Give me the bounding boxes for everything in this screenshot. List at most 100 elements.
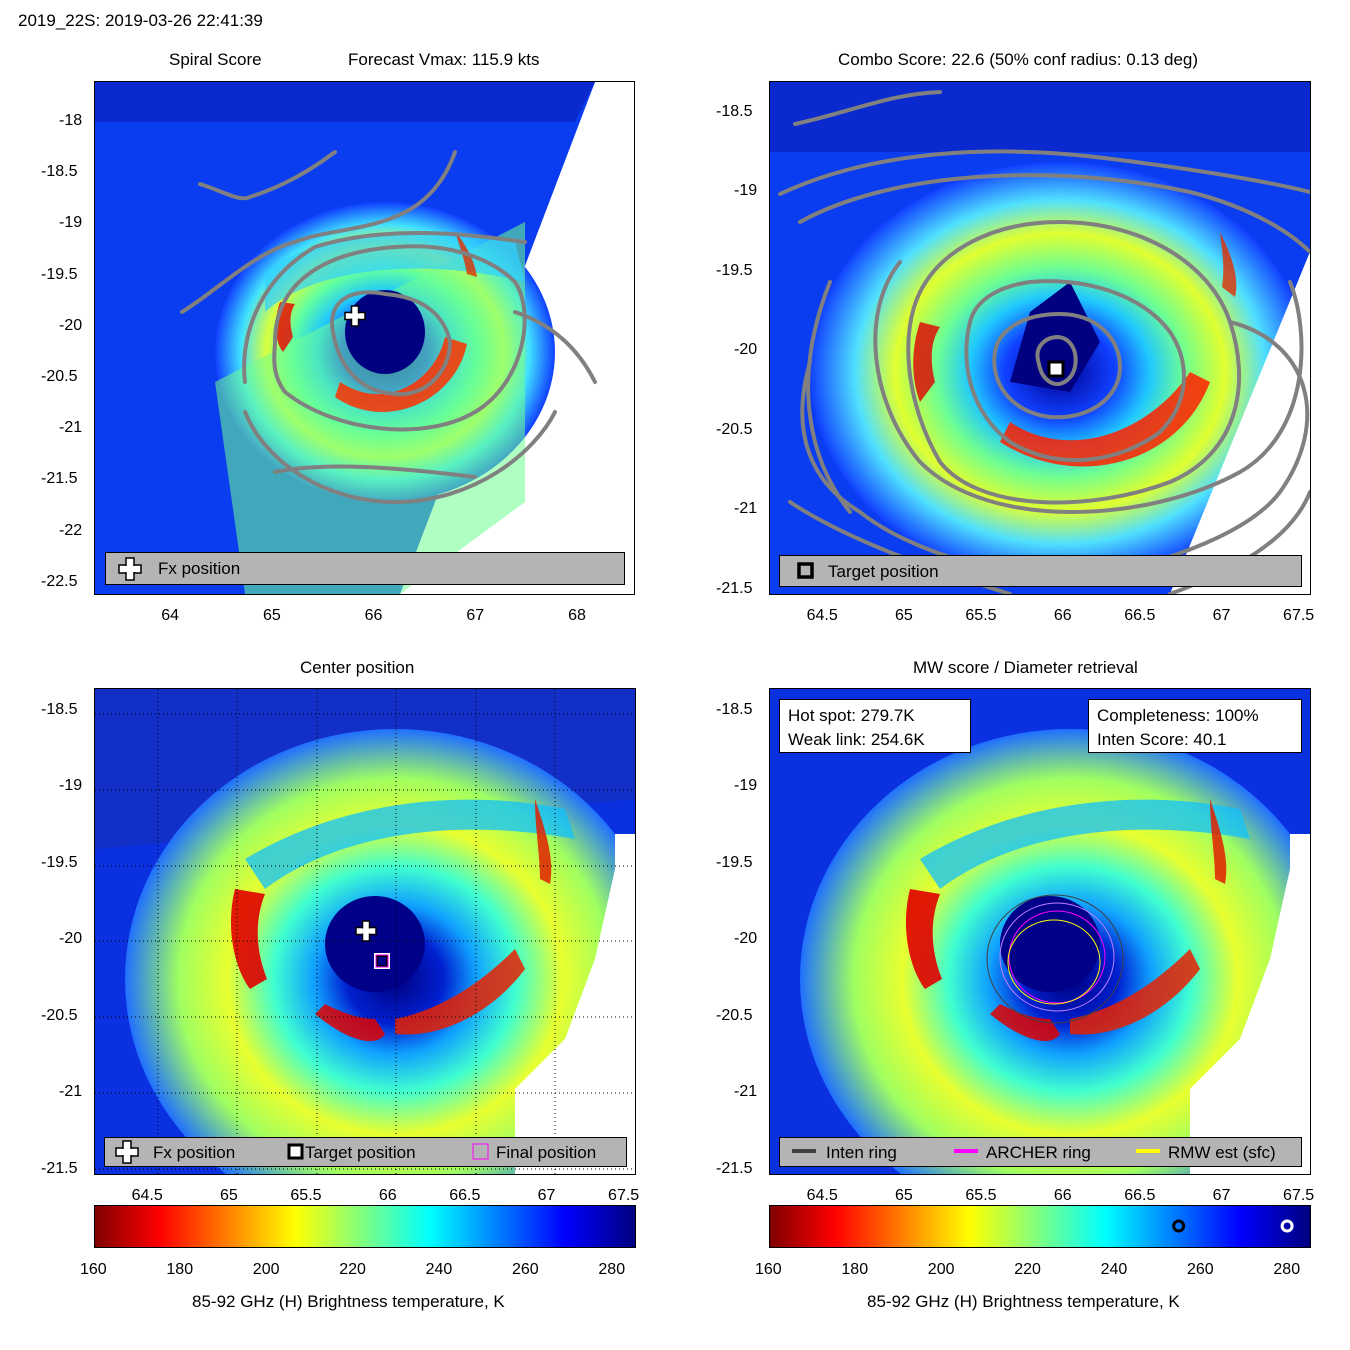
x-tick-label: 65.5 (965, 1187, 997, 1204)
weak-link-value: Weak link: 254.6K (788, 730, 925, 749)
hot-spot-value: Hot spot: 279.7K (788, 706, 915, 725)
y-tick-label: -18 (59, 111, 83, 129)
y-tick-label: -20 (734, 930, 758, 948)
x-tick-label: 65.5 (965, 607, 997, 624)
y-tick-label: -19 (734, 182, 758, 200)
combo-score-canvas (770, 82, 1310, 594)
y-tick-label: -21.5 (41, 1159, 78, 1177)
x-tick-label: 66 (378, 1187, 397, 1204)
mw-title: MW score / Diameter retrieval (913, 658, 1138, 677)
legend-fx-label: Fx position (158, 559, 241, 578)
x-tick-label: 65 (262, 607, 281, 624)
fx-position-marker-center (355, 920, 377, 942)
x-tick-label: 66 (1053, 1187, 1072, 1204)
final-square-icon (472, 1143, 489, 1160)
x-tick-label: 67.5 (1283, 1187, 1315, 1204)
inten-score-value: Inten Score: 40.1 (1097, 730, 1227, 749)
legend-final-label: Final position (496, 1143, 597, 1162)
y-tick-label: -20.5 (716, 420, 753, 438)
x-tick-label: 67.5 (1283, 607, 1315, 624)
y-tick-label: -18.5 (716, 700, 753, 718)
x-tick-label: 67.5 (608, 1187, 640, 1204)
forecast-vmax-title: Forecast Vmax: 115.9 kts (348, 50, 540, 69)
y-tick-label: -19.5 (41, 853, 78, 871)
x-tick-label: 65 (895, 1187, 913, 1204)
colorbar-tick-label: 220 (339, 1261, 366, 1278)
center-position-canvas (95, 689, 635, 1174)
combo-legend: Target position (779, 555, 1302, 587)
y-tick-label: -22 (59, 521, 83, 539)
colorbar-tick-label: 280 (598, 1261, 626, 1278)
legend-target-label: Target position (305, 1143, 416, 1162)
x-tick-label: 67 (537, 1187, 556, 1204)
y-tick-label: -20 (59, 316, 83, 334)
colorbar-right (769, 1205, 1311, 1248)
center-title: Center position (300, 658, 415, 677)
y-tick-label: -21 (734, 1083, 758, 1101)
spiral-title: Spiral Score (169, 50, 262, 69)
y-tick-label: -19 (59, 777, 83, 795)
x-tick-label: 66.5 (1124, 1187, 1156, 1204)
y-tick-label: -19.5 (716, 853, 753, 871)
y-tick-label: -20 (59, 930, 83, 948)
y-tick-label: -18.5 (41, 700, 78, 718)
colorbar-left-label: 85-92 GHz (H) Brightness temperature, K (192, 1292, 505, 1311)
colorbar-tick-label: 180 (841, 1261, 869, 1278)
colorbar-tick-label: 160 (80, 1261, 107, 1278)
colorbar-tick-label: 280 (1273, 1261, 1301, 1278)
colorbar-right-label: 85-92 GHz (H) Brightness temperature, K (867, 1292, 1180, 1311)
y-tick-label: -21 (59, 1083, 83, 1101)
x-tick-label: 67 (1212, 1187, 1231, 1204)
x-tick-label: 67 (1212, 607, 1231, 624)
y-tick-label: -18.5 (41, 163, 78, 181)
target-position-marker (1047, 360, 1065, 378)
x-tick-label: 66 (364, 607, 383, 624)
colorbar-tick-label: 160 (755, 1261, 782, 1278)
x-tick-label: 66 (1053, 607, 1072, 624)
rmw-line-icon (1136, 1149, 1160, 1153)
y-tick-label: -20.5 (41, 367, 78, 385)
center-legend: Fx position Target position Final positi… (104, 1137, 627, 1167)
legend-fx-label: Fx position (153, 1143, 236, 1162)
figure-title: 2019_22S: 2019-03-26 22:41:39 (18, 11, 263, 30)
y-tick-label: -22.5 (41, 572, 78, 590)
y-tick-label: -19.5 (716, 261, 753, 279)
square-marker-icon (797, 562, 814, 579)
legend-archer-label: ARCHER ring (986, 1143, 1091, 1162)
fx-position-marker (344, 305, 366, 327)
y-tick-label: -19 (59, 214, 83, 232)
y-tick-label: -19 (734, 777, 758, 795)
archer-ring-line-icon (954, 1149, 978, 1153)
colorbar-tick-label: 180 (166, 1261, 194, 1278)
combo-title: Combo Score: 22.6 (50% conf radius: 0.13… (838, 50, 1199, 69)
x-tick-label: 66.5 (449, 1187, 481, 1204)
inten-ring-line-icon (792, 1149, 816, 1153)
legend-inten-label: Inten ring (826, 1143, 897, 1162)
completeness-info-box: Completeness: 100% Inten Score: 40.1 (1088, 699, 1302, 753)
hot-spot-info-box: Hot spot: 279.7K Weak link: 254.6K (779, 699, 971, 753)
colorbar-tick-label: 200 (927, 1261, 955, 1278)
x-tick-label: 66.5 (1124, 607, 1156, 624)
x-tick-label: 65 (895, 607, 913, 624)
completeness-value: Completeness: 100% (1097, 706, 1259, 725)
y-tick-label: -20.5 (41, 1006, 78, 1024)
y-tick-label: -21 (59, 419, 83, 437)
hot-spot-marker (1280, 1219, 1294, 1233)
x-tick-label: 64.5 (131, 1187, 163, 1204)
mw-score-plot: Hot spot: 279.7K Weak link: 254.6K Compl… (769, 688, 1311, 1175)
x-tick-label: 65.5 (290, 1187, 322, 1204)
colorbar-tick-label: 260 (512, 1261, 539, 1278)
mw-score-canvas (770, 689, 1310, 1174)
y-tick-label: -19.5 (41, 265, 78, 283)
y-tick-label: -21.5 (716, 1159, 753, 1177)
colorbar-tick-label: 220 (1014, 1261, 1041, 1278)
square-marker-icon (287, 1143, 304, 1160)
y-tick-label: -18.5 (716, 102, 753, 120)
center-position-plot: Fx position Target position Final positi… (94, 688, 636, 1175)
target-position-marker-center (374, 953, 390, 969)
plus-icon (118, 557, 142, 581)
y-tick-label: -21.5 (41, 470, 78, 488)
combo-score-plot: Target position (769, 81, 1311, 595)
weak-link-marker (1172, 1219, 1186, 1233)
legend-rmw-label: RMW est (sfc) (1168, 1143, 1276, 1162)
